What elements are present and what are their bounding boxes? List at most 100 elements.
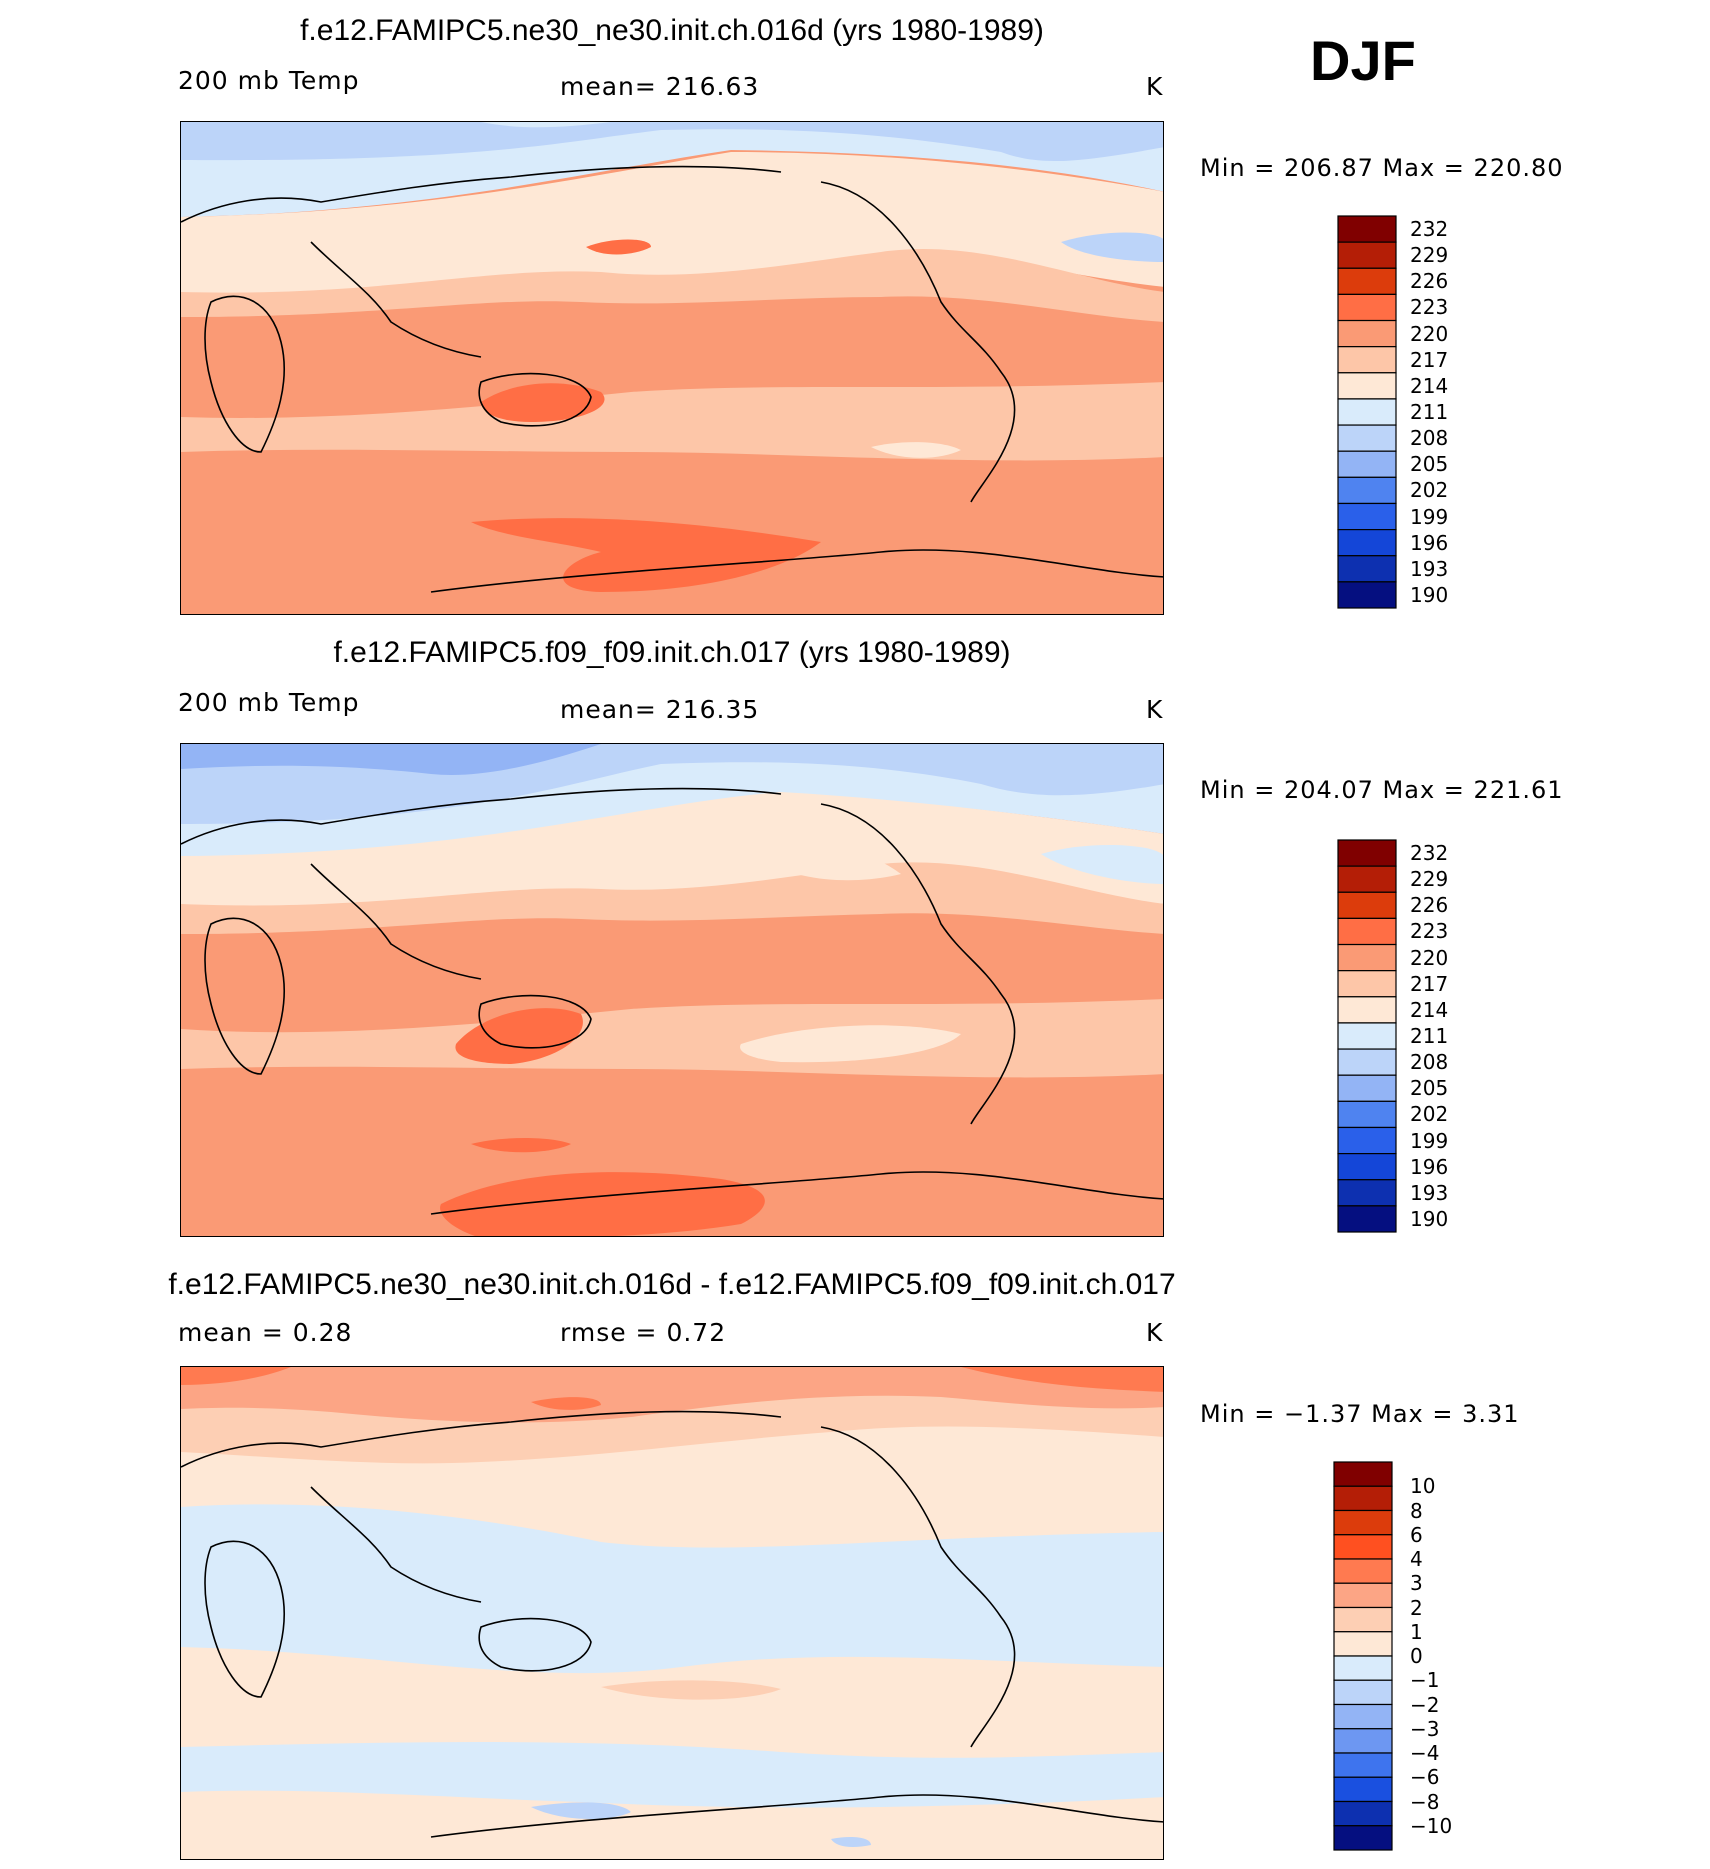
panel-1-map (180, 121, 1164, 615)
panel-2-colorbar-swatch (1337, 1048, 1397, 1076)
panel-1-colorbar-tick-label: 205 (1410, 452, 1449, 477)
p2-blob-australia (455, 1008, 583, 1064)
p2-coastlines (181, 787, 1163, 1215)
panel-3-colorbar-tick-label: −6 (1410, 1765, 1440, 1790)
panel-2-colorbar-tick-label: 220 (1410, 945, 1449, 970)
panel-1-colorbar (1336, 214, 1400, 615)
panel-3-colorbar (1332, 1460, 1396, 1857)
season-label: DJF (1310, 29, 1416, 92)
panel-3-colorbar-tick-label: −3 (1410, 1716, 1440, 1741)
p2-blob-southern (471, 1138, 571, 1153)
panel-2-colorbar-swatch (1337, 996, 1397, 1024)
panel-2-colorbar-tick-label: 202 (1410, 1102, 1449, 1127)
panel-1-colorbar-tick-label: 217 (1410, 347, 1449, 372)
panel-2-colorbar-tick-label: 196 (1410, 1154, 1449, 1179)
panel-2-colorbar-tick-label: 205 (1410, 1076, 1449, 1101)
p1-blob-atlantic (1061, 232, 1163, 262)
panel-2-colorbar-tick-label: 208 (1410, 1050, 1449, 1075)
panel-1-colorbar-swatch (1337, 398, 1397, 426)
p3-band-tropics-blue (181, 1504, 1163, 1674)
panel-1-colorbar-swatches (1337, 215, 1397, 609)
panel-2-colorbar-tick-label: 214 (1410, 997, 1449, 1022)
panel-3-colorbar-swatch (1333, 1752, 1393, 1778)
panel-1-colorbar-swatch (1337, 529, 1397, 557)
panel-3-colorbar-tick-label: 1 (1410, 1619, 1423, 1644)
panel-2-colorbar-swatch (1337, 1126, 1397, 1155)
p3-blob-npac-pale (561, 1481, 881, 1517)
panel-1-colorbar-tick-label: 220 (1410, 321, 1449, 346)
panel-1-colorbar-swatch (1337, 319, 1397, 348)
panel-3-colorbar-swatch (1333, 1776, 1393, 1803)
panel-1-colorbar-tick-label: 232 (1410, 217, 1449, 242)
p1-blob-pacific-pale (871, 442, 961, 458)
panel-2-colorbar-tick-label: 229 (1410, 867, 1449, 892)
panel-2-colorbar (1336, 838, 1400, 1239)
panel-3-map (180, 1366, 1164, 1860)
panel-3-colorbar-tick-label: −1 (1410, 1668, 1440, 1693)
p2-band-midlat-pale (181, 792, 1163, 910)
panel-1-colorbar-tick-label: 211 (1410, 400, 1449, 424)
panel-1-mean: mean= 216.63 (560, 72, 760, 101)
panel-1-units: K (1146, 72, 1164, 101)
panel-3-colorbar-tick-label: 3 (1410, 1571, 1423, 1596)
panel-3-colorbar-swatch (1333, 1461, 1393, 1487)
panel-2-map (180, 743, 1164, 1237)
panel-2-title: f.e12.FAMIPC5.f09_f09.init.ch.017 (yrs 1… (333, 636, 1011, 669)
panel-3-colorbar-swatch (1333, 1728, 1393, 1754)
p3-band-arctic-red (181, 1367, 1163, 1410)
p3-coastlines (181, 1410, 1163, 1838)
panel-2-colorbar-swatch (1337, 839, 1397, 867)
panel-3-colorbar-swatches (1333, 1461, 1393, 1851)
panel-3-colorbar-swatch (1333, 1582, 1393, 1609)
panel-1-colorbar-swatch (1337, 502, 1397, 531)
panel-2-colorbar-tick-label: 232 (1410, 841, 1449, 866)
panel-3-colorbar-swatch (1333, 1800, 1393, 1827)
panel-3-colorbar-tick-label: 6 (1410, 1522, 1423, 1547)
panel-2-minmax: Min = 204.07 Max = 221.61 (1200, 776, 1564, 804)
panel-3-colorbar-tick-label: 8 (1410, 1498, 1423, 1523)
panel-3-colorbar-swatch (1333, 1558, 1393, 1584)
panel-2-colorbar-swatch (1337, 943, 1397, 972)
p1-band-arctic-blue (181, 122, 1163, 162)
panel-1-colorbar-swatch (1337, 293, 1397, 322)
panel-2-colorbar-swatch (1337, 1074, 1397, 1102)
p1-blob-antarctic (471, 518, 821, 592)
panel-3-colorbar-tick-label: 2 (1410, 1595, 1423, 1620)
panel-1-colorbar-tick-label: 223 (1410, 295, 1449, 320)
panel-3-title: f.e12.FAMIPC5.ne30_ne30.init.ch.016d - f… (168, 1268, 1176, 1301)
panel-1-colorbar-swatch (1337, 267, 1397, 295)
panel-1-colorbar-tick-label: 226 (1410, 269, 1449, 294)
p1-blob-asia (586, 239, 651, 255)
panel-2-colorbar-tick-label: 211 (1410, 1024, 1449, 1048)
p1-band-arctic-light2 (181, 122, 611, 128)
panel-3-colorbar-swatch (1333, 1606, 1393, 1633)
p2-blob-namerica-pale (761, 847, 901, 881)
panel-2-colorbar-swatch (1337, 917, 1397, 946)
panel-3-colorbar-swatch (1333, 1485, 1393, 1512)
panel-1-colorbar-swatch (1337, 346, 1397, 374)
p3-blob-sh-peach (601, 1680, 781, 1700)
panel-1-colorbar-swatch (1337, 424, 1397, 452)
panel-2-colorbar-tick-label: 226 (1410, 893, 1449, 918)
panel-3-colorbar-tick-label: −2 (1410, 1692, 1440, 1717)
panel-3-rmse: rmse = 0.72 (560, 1318, 727, 1347)
panel-1-colorbar-tick-label: 196 (1410, 530, 1449, 555)
p3-blob-antarctic-blue (531, 1802, 871, 1847)
p1-coastlines (181, 165, 1163, 593)
panel-3-mean: mean = 0.28 (178, 1318, 353, 1347)
p1-band-midlat-pale (181, 152, 1163, 298)
panel-2-colorbar-swatch (1337, 1022, 1397, 1050)
panel-1-title: f.e12.FAMIPC5.ne30_ne30.init.ch.016d (yr… (300, 14, 1044, 47)
panel-1-colorbar-swatch (1337, 241, 1397, 269)
panel-2-variable: 200 mb Temp (178, 688, 360, 717)
panel-3-colorbar-tick-label: 4 (1410, 1547, 1423, 1571)
panel-2-colorbar-swatch (1337, 865, 1397, 893)
p2-blob-atlantic (1041, 844, 1163, 884)
panel-2-colorbar-swatch (1337, 1153, 1397, 1181)
panel-3-minmax: Min = −1.37 Max = 3.31 (1200, 1400, 1520, 1428)
panel-1-colorbar-tick-label: 193 (1410, 556, 1449, 581)
p1-band-midlat-peach (181, 249, 1163, 322)
p2-blob-antarctic (440, 1172, 765, 1236)
panel-2-colorbar-swatch (1337, 891, 1397, 919)
panel-3-colorbar-tick-label: −8 (1410, 1789, 1440, 1814)
